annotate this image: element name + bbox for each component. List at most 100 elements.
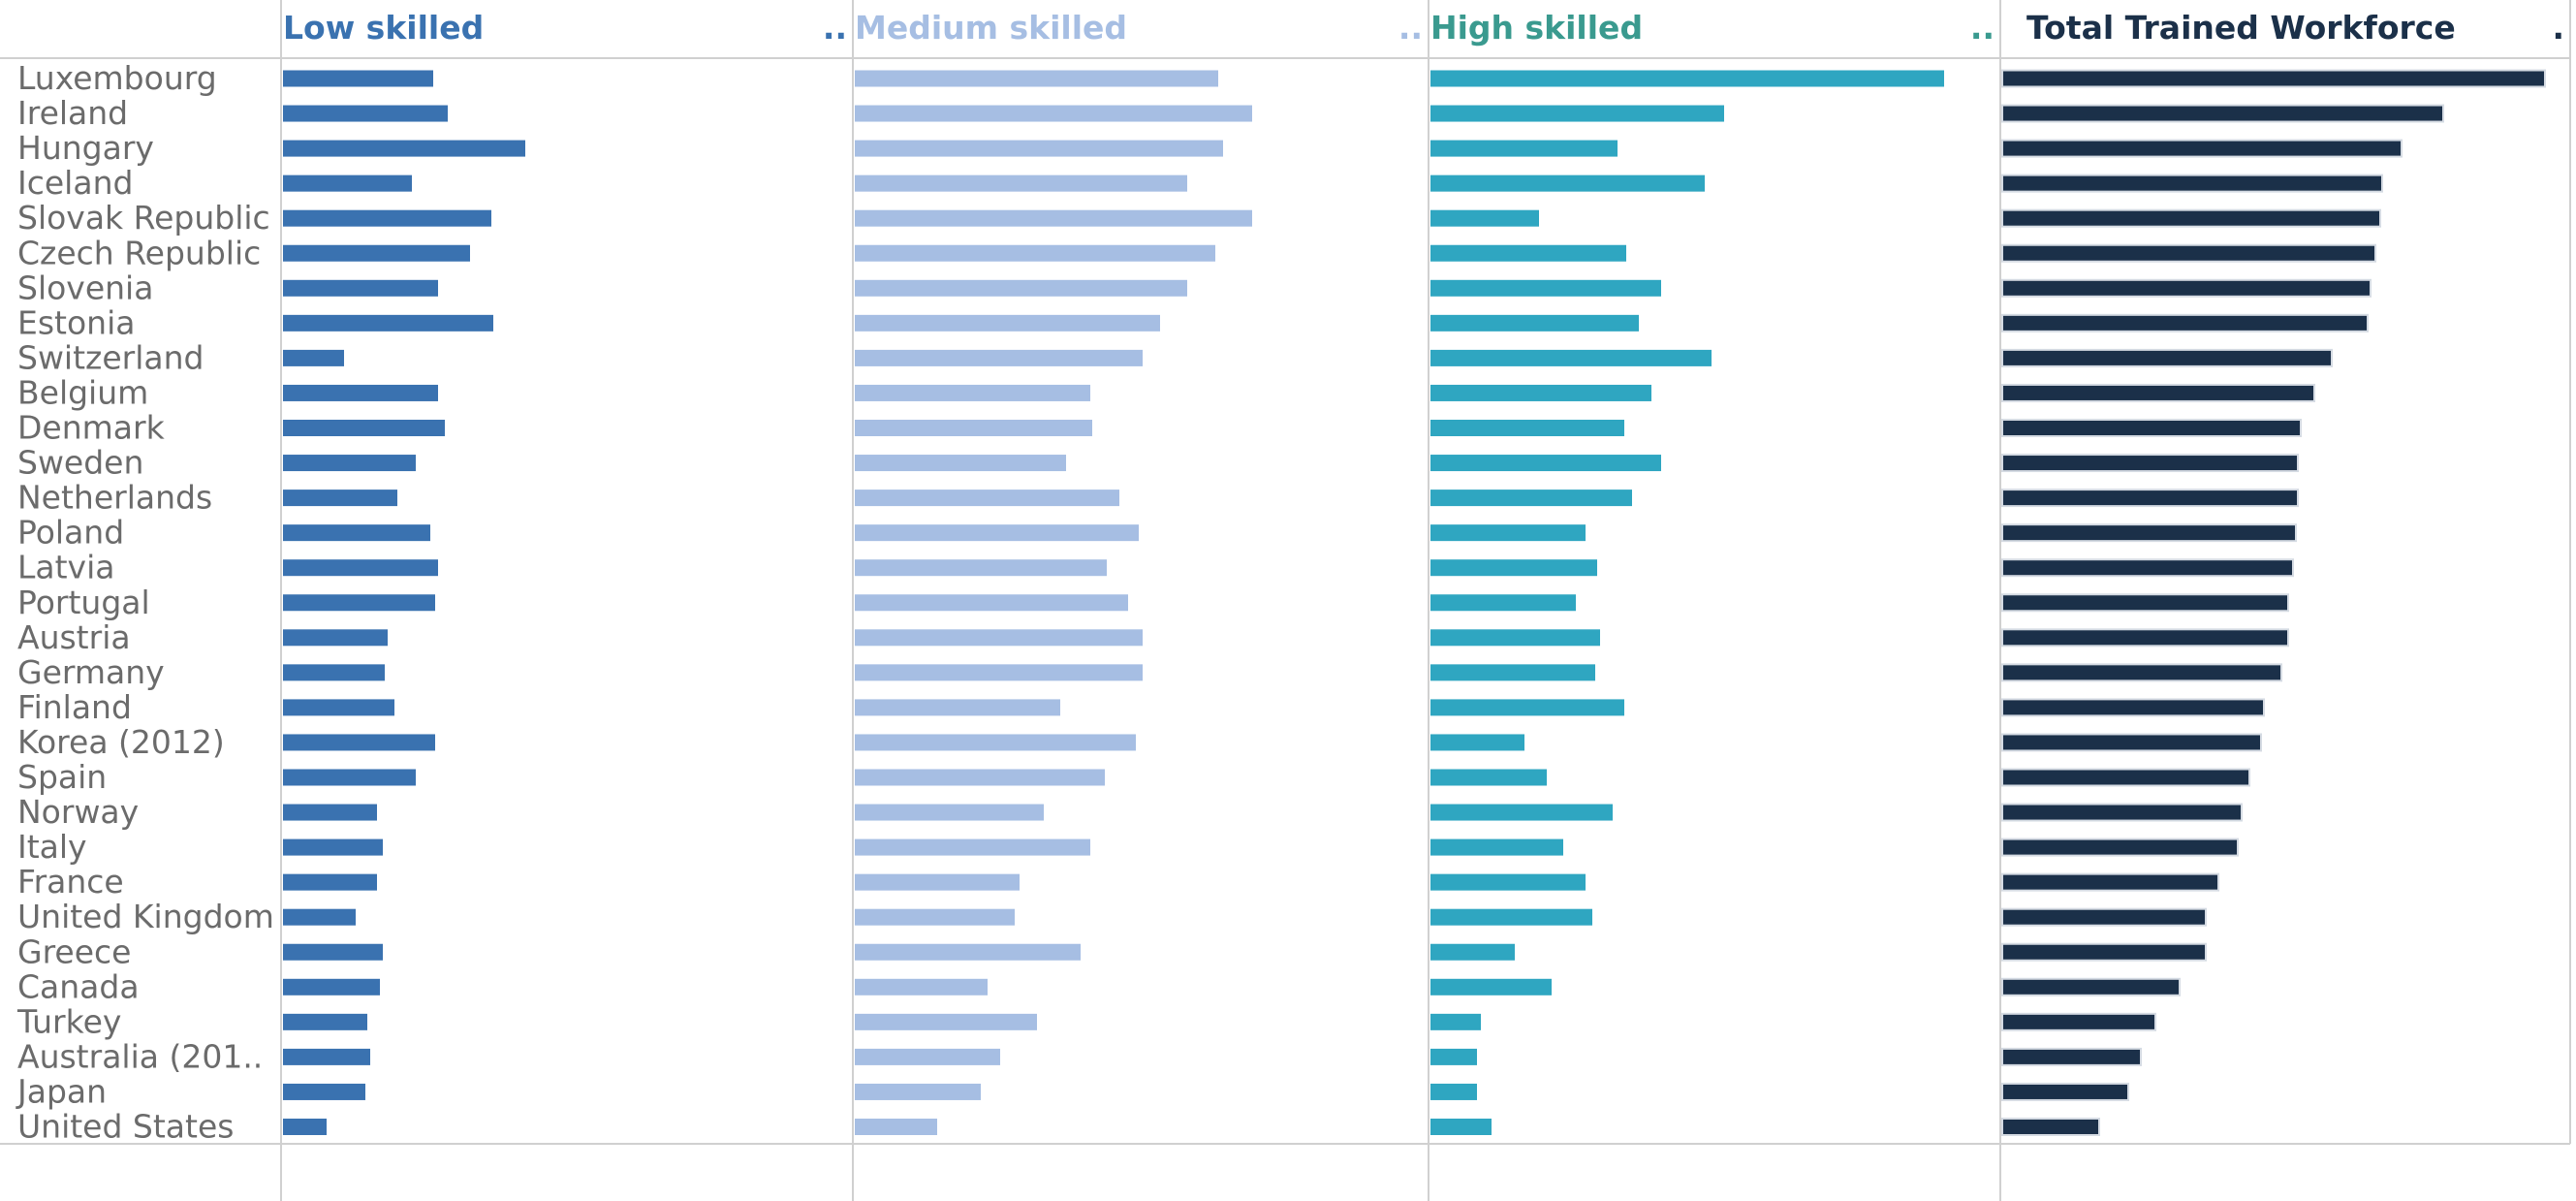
panel-header-ellipsis: . (2552, 9, 2564, 47)
bar-total-trained-workforce-hungary (2001, 139, 2403, 158)
bar-low-skilled-switzerland (283, 349, 344, 366)
bar-medium-skilled-estonia (855, 314, 1160, 332)
bar-total-trained-workforce-united-states (2001, 1118, 2100, 1136)
bar-low-skilled-korea-2012 (283, 734, 435, 751)
bar-total-trained-workforce-switzerland (2001, 348, 2333, 367)
bar-medium-skilled-japan (855, 1083, 981, 1100)
bar-total-trained-workforce-greece (2001, 942, 2207, 962)
panel-header-medium-skilled: Medium skilled (855, 9, 1127, 47)
bar-total-trained-workforce-belgium (2001, 383, 2315, 402)
bar-high-skilled-luxembourg (1430, 70, 1944, 87)
bar-high-skilled-ireland (1430, 105, 1724, 122)
country-label-hungary: Hungary (17, 129, 154, 167)
country-label-slovak-republic: Slovak Republic (17, 199, 270, 237)
bar-total-trained-workforce-luxembourg (2001, 69, 2546, 88)
bar-total-trained-workforce-latvia (2001, 558, 2294, 578)
bar-low-skilled-norway (283, 804, 377, 821)
bar-low-skilled-slovak-republic (283, 209, 491, 227)
bar-low-skilled-iceland (283, 174, 412, 192)
bar-high-skilled-france (1430, 873, 1586, 891)
bar-low-skilled-canada (283, 978, 380, 996)
bar-high-skilled-portugal (1430, 594, 1576, 612)
bar-medium-skilled-denmark (855, 420, 1092, 436)
bar-low-skilled-united-states (283, 1119, 327, 1135)
bar-medium-skilled-hungary (855, 140, 1223, 157)
country-label-italy: Italy (17, 828, 87, 866)
panel-header-ellipsis: .. (1970, 9, 1995, 47)
bar-total-trained-workforce-estonia (2001, 313, 2369, 332)
country-label-denmark: Denmark (17, 409, 166, 447)
bar-high-skilled-switzerland (1430, 349, 1712, 366)
bar-low-skilled-france (283, 873, 377, 891)
bar-medium-skilled-poland (855, 524, 1139, 542)
bar-low-skilled-latvia (283, 559, 438, 577)
country-label-switzerland: Switzerland (17, 338, 204, 376)
bar-medium-skilled-france (855, 873, 1020, 891)
bar-low-skilled-germany (283, 664, 385, 681)
bar-medium-skilled-united-states (855, 1119, 937, 1135)
country-label-slovenia: Slovenia (17, 269, 153, 306)
bar-high-skilled-australia-201 (1430, 1048, 1477, 1065)
bar-high-skilled-norway (1430, 804, 1613, 821)
bar-low-skilled-greece (283, 943, 383, 961)
panel-header-low-skilled: Low skilled (283, 9, 484, 47)
panel-headers: Low skilled.. Medium skilled.. High skille… (283, 9, 2564, 47)
bar-medium-skilled-switzerland (855, 349, 1143, 366)
panel-header-high-skilled: High skilled (1430, 9, 1643, 47)
bar-total-trained-workforce-ireland (2001, 104, 2444, 123)
bar-low-skilled-netherlands (283, 490, 397, 507)
bar-low-skilled-japan (283, 1083, 365, 1100)
bar-total-trained-workforce-italy (2001, 838, 2239, 857)
bar-high-skilled-greece (1430, 943, 1515, 961)
bar-high-skilled-korea-2012 (1430, 734, 1524, 751)
bar-low-skilled-denmark (283, 420, 445, 436)
bar-medium-skilled-canada (855, 978, 988, 996)
country-label-spain: Spain (17, 758, 107, 796)
panel-header-total-trained-workforce: Total Trained Workforce (2026, 9, 2456, 47)
bar-medium-skilled-ireland (855, 105, 1252, 122)
bar-medium-skilled-spain (855, 769, 1105, 786)
bar-medium-skilled-turkey (855, 1013, 1037, 1030)
bar-high-skilled-slovenia (1430, 279, 1661, 297)
bar-medium-skilled-iceland (855, 174, 1187, 192)
country-label-norway: Norway (17, 793, 139, 831)
bar-total-trained-workforce-slovenia (2001, 278, 2372, 298)
country-label-belgium: Belgium (17, 373, 148, 411)
bar-low-skilled-belgium (283, 384, 438, 401)
bar-medium-skilled-latvia (855, 559, 1107, 577)
country-label-sweden: Sweden (17, 444, 143, 482)
bar-high-skilled-italy (1430, 838, 1563, 856)
country-label-greece: Greece (17, 932, 131, 970)
country-label-japan: Japan (16, 1072, 107, 1110)
bar-high-skilled-hungary (1430, 140, 1618, 157)
bar-medium-skilled-austria (855, 629, 1143, 647)
country-label-iceland: Iceland (17, 164, 133, 202)
bar-medium-skilled-australia-201 (855, 1048, 1000, 1065)
bar-total-trained-workforce-germany (2001, 663, 2282, 682)
bar-low-skilled-ireland (283, 105, 448, 122)
bar-high-skilled-japan (1430, 1083, 1477, 1100)
country-label-australia-201: Australia (201.. (17, 1037, 263, 1075)
bar-high-skilled-estonia (1430, 314, 1639, 332)
bar-high-skilled-iceland (1430, 174, 1705, 192)
country-label-finland: Finland (17, 688, 132, 726)
bar-medium-skilled-korea-2012 (855, 734, 1136, 751)
bar-medium-skilled-germany (855, 664, 1143, 681)
bar-medium-skilled-czech-republic (855, 244, 1215, 262)
bar-low-skilled-australia-201 (283, 1048, 370, 1065)
country-label-netherlands: Netherlands (17, 479, 212, 517)
bar-high-skilled-netherlands (1430, 490, 1632, 507)
bar-total-trained-workforce-united-kingdom (2001, 907, 2207, 927)
bar-total-trained-workforce-spain (2001, 768, 2250, 787)
bar-low-skilled-spain (283, 769, 416, 786)
country-label-germany: Germany (17, 653, 165, 691)
bar-total-trained-workforce-czech-republic (2001, 243, 2376, 263)
country-label-portugal: Portugal (17, 584, 150, 621)
bar-high-skilled-sweden (1430, 455, 1661, 472)
bar-total-trained-workforce-poland (2001, 523, 2297, 543)
bar-total-trained-workforce-austria (2001, 628, 2289, 648)
bar-medium-skilled-united-kingdom (855, 908, 1015, 926)
